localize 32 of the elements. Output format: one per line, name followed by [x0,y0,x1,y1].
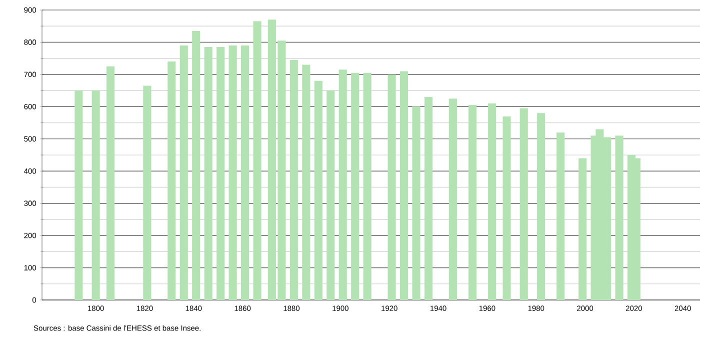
bar [424,96,433,300]
bar [388,74,396,300]
bar [314,80,322,300]
bar [253,21,262,300]
bar [143,86,152,300]
bar [400,71,408,300]
bar [240,45,250,300]
bar [556,132,565,300]
bar [290,60,298,300]
bar [468,105,477,300]
bar [338,70,347,300]
bar [502,116,511,300]
bar [448,98,457,300]
bar [536,113,546,300]
bar [326,90,335,300]
bar [363,72,372,300]
bar [168,62,176,300]
bar [216,47,225,300]
bar [180,45,188,300]
bar [578,158,587,300]
bar [192,30,200,300]
bar [615,136,624,300]
bar [228,45,237,300]
bar [302,64,310,300]
bar [520,108,528,300]
bar [74,90,83,300]
bar [351,72,360,300]
bar [106,66,115,300]
bar [412,106,420,300]
bar [204,47,212,300]
bar [488,103,496,300]
bar [92,90,100,300]
